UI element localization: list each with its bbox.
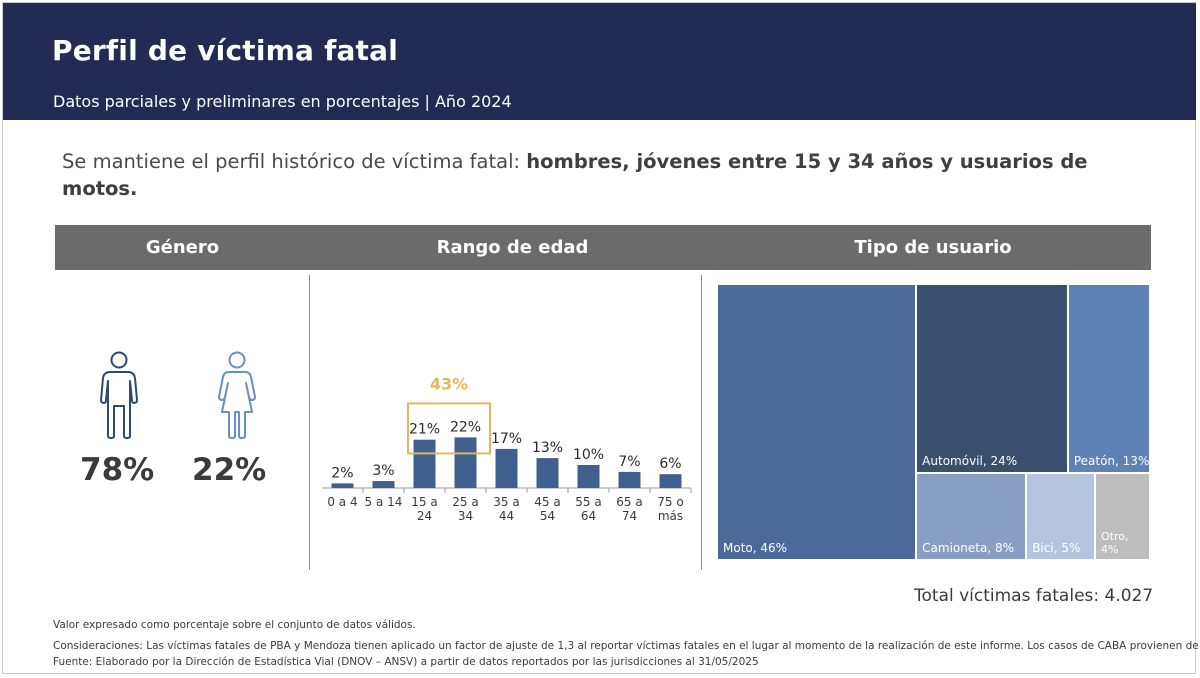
- page-title: Perfil de víctima fatal: [52, 34, 399, 67]
- bar-value-label-9: 6%: [659, 456, 681, 472]
- x-tick-label-5-2: 44: [499, 509, 514, 523]
- x-tick-label-4-1: 25 a: [452, 495, 478, 509]
- bar-5: [495, 448, 518, 488]
- age-bar-chart: 2% 0 a 4 3% 5 a 14 21% 15 a24 22% 25 a34 17% 35 a…: [322, 374, 692, 523]
- x-tick-label-7-1: 55 a: [575, 495, 601, 509]
- treemap-cell-automovil: Automóvil, 24%: [916, 284, 1068, 474]
- treemap-label-otro: Otro, 4%: [1100, 529, 1129, 556]
- section-header-genero: Género: [55, 225, 310, 270]
- divider-left: [309, 275, 310, 570]
- x-tick-label-6-2: 54: [540, 509, 555, 523]
- bar-7: [577, 465, 600, 488]
- note-fuente: Fuente: Elaborado por la Dirección de Es…: [53, 656, 759, 668]
- note-valor: Valor expresado como porcentaje sobre el…: [53, 619, 416, 631]
- total-victims: Total víctimas fatales: 4.027: [914, 586, 1154, 606]
- x-tick-label-1-1: 0 a 4: [327, 495, 357, 509]
- x-tick-label-9-1: 75 o: [657, 495, 683, 509]
- bar-1: [331, 483, 354, 488]
- x-tick-label-5-1: 35 a: [493, 495, 519, 509]
- treemap-label-moto: Moto, 46%: [723, 541, 788, 555]
- bar-value-label-1: 2%: [331, 465, 353, 481]
- highlight-total-label: 43%: [430, 374, 468, 393]
- x-tick-label-2-1: 5 a 14: [365, 495, 403, 509]
- bar-4: [454, 437, 477, 488]
- treemap-label-camioneta: Camioneta, 8%: [922, 540, 1014, 555]
- bar-value-label-5: 17%: [491, 431, 522, 447]
- treemap-label-automovil: Automóvil, 24%: [922, 454, 1018, 469]
- note-consideraciones: Consideraciones: Las víctimas fatales de…: [53, 640, 1200, 652]
- bar-value-label-8: 7%: [618, 454, 640, 470]
- bar-3: [413, 439, 436, 488]
- divider-right: [701, 275, 702, 570]
- bar-8: [618, 471, 641, 488]
- section-header-rango: Rango de edad: [310, 225, 715, 270]
- male-percentage: 78%: [80, 452, 155, 488]
- x-tick-label-6-1: 45 a: [534, 495, 560, 509]
- bar-2: [372, 481, 395, 488]
- page-subtitle: Datos parciales y preliminares en porcen…: [53, 92, 512, 111]
- treemap-cell-camioneta: Camioneta, 8%: [916, 473, 1027, 560]
- x-tick-label-8-2: 74: [622, 509, 637, 523]
- lead-plain: Se mantiene el perfil histórico de vícti…: [62, 150, 527, 173]
- bar-value-label-6: 13%: [532, 440, 563, 456]
- highlight-box: [407, 402, 491, 455]
- bar-value-label-3: 21%: [409, 422, 440, 438]
- bar-9: [659, 474, 682, 488]
- bar-value-label-7: 10%: [573, 447, 604, 463]
- female-percentage: 22%: [192, 452, 267, 488]
- x-tick-label-3-2: 24: [417, 509, 432, 523]
- x-tick-label-4-2: 34: [458, 509, 473, 523]
- treemap-cell-otro: Otro, 4%: [1094, 473, 1150, 560]
- lead-text: Se mantiene el perfil histórico de vícti…: [62, 148, 1142, 202]
- treemap-cell-moto: Moto, 46%: [717, 284, 917, 560]
- x-tick-label-3-1: 15 a: [411, 495, 437, 509]
- male-person-icon: [100, 351, 138, 439]
- lead-bold: hombres, jóvenes entre 15 y 34 años y us…: [62, 150, 1088, 200]
- treemap-cell-peaton: Peatón, 13%: [1067, 284, 1150, 474]
- user-type-treemap: Moto, 46% Automóvil, 24% Peatón, 13% Camion…: [717, 284, 1150, 560]
- treemap-label-bici: Bici, 5%: [1032, 540, 1081, 555]
- x-tick-label-8-1: 65 a: [616, 495, 642, 509]
- treemap-cell-bici: Bici, 5%: [1026, 473, 1095, 560]
- bar-value-label-2: 3%: [372, 463, 394, 479]
- section-header-tipo: Tipo de usuario: [715, 225, 1151, 270]
- x-tick-label-7-2: 64: [581, 509, 596, 523]
- header-banner: [3, 3, 1196, 120]
- female-person-icon: [218, 351, 256, 439]
- treemap-label-peaton: Peatón, 13%: [1073, 454, 1150, 469]
- bar-value-label-4: 22%: [450, 419, 481, 435]
- bar-6: [536, 458, 559, 488]
- x-tick-label-9-2: más: [658, 509, 683, 523]
